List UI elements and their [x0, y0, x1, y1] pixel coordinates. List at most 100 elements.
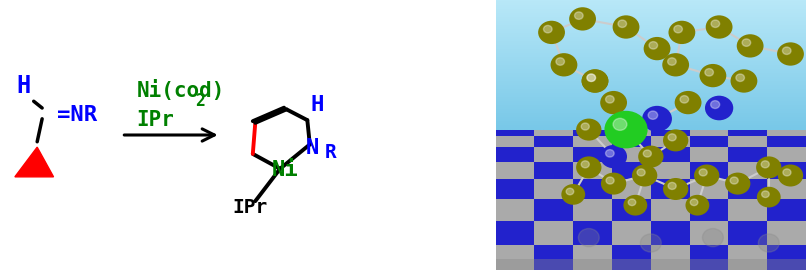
Bar: [690, 179, 729, 199]
Bar: [496, 199, 534, 221]
Circle shape: [538, 21, 565, 44]
Circle shape: [758, 234, 779, 252]
Bar: [767, 221, 806, 245]
Bar: [690, 221, 729, 245]
Circle shape: [705, 69, 713, 76]
Bar: [767, 179, 806, 199]
Bar: [496, 136, 534, 147]
Circle shape: [711, 101, 720, 109]
Bar: [496, 179, 534, 199]
Circle shape: [756, 156, 782, 178]
Circle shape: [649, 42, 658, 49]
Circle shape: [638, 146, 663, 168]
Bar: [690, 199, 729, 221]
Bar: [729, 147, 767, 162]
Circle shape: [643, 150, 651, 157]
Bar: [767, 147, 806, 162]
Circle shape: [736, 74, 745, 82]
Circle shape: [663, 53, 689, 76]
Bar: [651, 162, 690, 179]
Circle shape: [642, 106, 672, 132]
Bar: [767, 245, 806, 270]
Circle shape: [742, 39, 750, 46]
Bar: [573, 179, 612, 199]
Circle shape: [761, 161, 769, 168]
Bar: [496, 130, 534, 136]
Bar: [612, 130, 651, 136]
Bar: [534, 179, 573, 199]
Circle shape: [561, 184, 585, 205]
Bar: [496, 147, 534, 162]
Bar: [573, 199, 612, 221]
Bar: [651, 221, 690, 245]
Circle shape: [644, 37, 671, 60]
Circle shape: [663, 178, 688, 200]
Bar: [573, 245, 612, 270]
Bar: [729, 179, 767, 199]
Bar: [612, 147, 651, 162]
Bar: [496, 221, 534, 245]
Circle shape: [725, 173, 750, 195]
Circle shape: [680, 96, 688, 103]
Bar: [573, 221, 612, 245]
Bar: [729, 199, 767, 221]
Text: =NR: =NR: [57, 105, 98, 125]
Circle shape: [632, 164, 658, 187]
Circle shape: [663, 129, 688, 151]
Circle shape: [604, 111, 647, 148]
Bar: [612, 136, 651, 147]
Bar: [534, 147, 573, 162]
Circle shape: [576, 119, 601, 141]
Circle shape: [757, 187, 781, 207]
Circle shape: [605, 96, 614, 103]
Bar: [612, 245, 651, 270]
Text: Ni: Ni: [272, 160, 298, 180]
Circle shape: [543, 25, 552, 33]
Circle shape: [703, 228, 723, 247]
Bar: [651, 245, 690, 270]
Circle shape: [628, 199, 636, 206]
Bar: [651, 199, 690, 221]
Bar: [767, 199, 806, 221]
Circle shape: [587, 74, 596, 82]
Circle shape: [685, 195, 709, 215]
Circle shape: [623, 195, 647, 215]
Circle shape: [569, 7, 596, 31]
Bar: [534, 259, 573, 270]
Bar: [767, 162, 806, 179]
Bar: [690, 130, 729, 136]
Circle shape: [587, 74, 596, 82]
Bar: [573, 259, 612, 270]
Bar: [651, 136, 690, 147]
Bar: [612, 221, 651, 245]
Bar: [767, 130, 806, 136]
Circle shape: [575, 12, 583, 19]
Bar: [534, 221, 573, 245]
Bar: [496, 259, 534, 270]
Bar: [690, 136, 729, 147]
Circle shape: [778, 164, 803, 187]
Circle shape: [606, 177, 614, 184]
Circle shape: [777, 42, 804, 66]
Bar: [651, 147, 690, 162]
Bar: [729, 259, 767, 270]
Circle shape: [694, 164, 720, 187]
Bar: [651, 179, 690, 199]
Circle shape: [690, 199, 698, 206]
Circle shape: [668, 183, 676, 190]
Circle shape: [582, 69, 609, 93]
Circle shape: [576, 156, 601, 178]
Text: IPr: IPr: [136, 110, 174, 130]
Text: R: R: [326, 143, 337, 162]
Text: H: H: [310, 95, 324, 115]
Circle shape: [550, 53, 577, 76]
Text: 2: 2: [195, 92, 205, 110]
Text: IPr: IPr: [233, 198, 268, 217]
Bar: [729, 162, 767, 179]
Circle shape: [637, 169, 645, 176]
Circle shape: [737, 34, 763, 58]
Circle shape: [783, 47, 791, 55]
Bar: [573, 136, 612, 147]
Text: N: N: [305, 139, 319, 158]
Bar: [534, 245, 573, 270]
